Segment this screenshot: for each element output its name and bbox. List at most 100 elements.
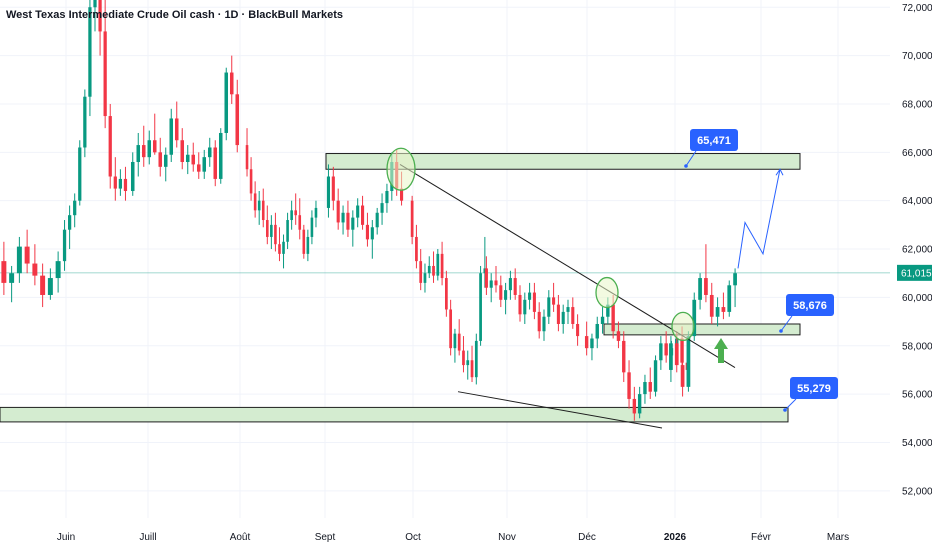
candle-body <box>704 278 708 295</box>
candle-body <box>499 285 503 300</box>
current-price-tag-box <box>897 264 932 281</box>
candle <box>93 0 97 32</box>
candle-body <box>326 176 330 208</box>
candle-body <box>483 268 487 274</box>
trendline-lower-support[interactable] <box>457 391 663 429</box>
candle <box>680 355 685 397</box>
candle-body <box>16 246 22 274</box>
candle-body <box>1 261 7 283</box>
callout-box[interactable] <box>690 129 738 151</box>
candle-body <box>257 200 261 211</box>
candle <box>566 299 570 324</box>
callout-0[interactable]: 65,471 <box>684 129 738 168</box>
zone-breakout[interactable] <box>603 323 801 336</box>
y-tick-label: 58,000 <box>902 341 932 352</box>
y-tick-label: 70,000 <box>902 51 932 62</box>
candle <box>356 198 360 228</box>
candle <box>123 166 128 201</box>
callout-box[interactable] <box>790 377 838 399</box>
candle-body <box>375 212 379 228</box>
candle-body <box>356 205 360 218</box>
candle <box>590 333 594 361</box>
candle-body <box>432 265 435 276</box>
candle <box>98 0 102 56</box>
candle-body <box>9 273 15 283</box>
callout-box[interactable] <box>786 294 834 316</box>
candle <box>270 215 273 250</box>
candle <box>686 331 691 392</box>
x-tick-label: Déc <box>578 532 596 543</box>
candle <box>576 314 580 346</box>
candle-body <box>218 132 223 179</box>
candle-body <box>336 200 340 223</box>
candle-body <box>32 263 38 276</box>
candle-body <box>648 382 652 392</box>
candle-body <box>457 333 461 351</box>
candle-body <box>196 164 201 172</box>
candle <box>67 205 72 250</box>
candle-body <box>698 278 702 300</box>
zones[interactable] <box>0 153 801 423</box>
candle-body <box>261 200 265 221</box>
y-tick-label: 52,000 <box>902 486 932 497</box>
candle-body <box>489 280 493 288</box>
highlight-circle[interactable] <box>386 147 416 191</box>
candle <box>180 128 185 170</box>
candle-body <box>622 340 626 373</box>
candle-body <box>169 118 174 155</box>
candle <box>326 164 330 218</box>
zone-resistance[interactable] <box>325 153 801 170</box>
grid <box>0 0 890 518</box>
candle-body <box>290 210 293 221</box>
candle <box>483 236 487 288</box>
zone-support[interactable] <box>0 406 789 423</box>
candle <box>294 193 297 225</box>
candle <box>385 183 389 213</box>
highlight-circle[interactable] <box>671 311 695 342</box>
candle <box>484 256 488 295</box>
candle-body <box>185 154 190 162</box>
candle <box>542 309 546 341</box>
candle <box>474 333 478 385</box>
candle <box>627 360 631 409</box>
callouts[interactable]: 65,471 58,676 55,279 <box>684 129 838 412</box>
candle-body <box>278 244 281 254</box>
candle-body <box>331 176 335 201</box>
candle <box>185 145 190 175</box>
projection-path[interactable] <box>737 169 781 269</box>
candle-body <box>152 140 157 153</box>
callout-anchor-dot <box>779 329 783 333</box>
callout-1[interactable]: 58,676 <box>779 294 834 333</box>
candle <box>489 273 493 303</box>
candle <box>532 282 536 320</box>
candle-body <box>453 333 457 349</box>
y-tick-label: 56,000 <box>902 390 932 401</box>
candle-body <box>466 360 470 366</box>
candle-body <box>224 72 229 133</box>
highlight-circle[interactable] <box>595 276 619 309</box>
candle-body <box>202 157 207 172</box>
drawings[interactable] <box>386 147 784 429</box>
candle-body <box>504 290 508 300</box>
candle-body <box>659 343 663 361</box>
candle-body <box>561 311 565 324</box>
candle-body <box>67 215 72 230</box>
callout-2[interactable]: 55,279 <box>783 377 838 412</box>
candle-body <box>213 147 218 179</box>
candle <box>444 270 448 317</box>
candle-body <box>83 96 87 148</box>
x-tick-label: 2026 <box>664 532 687 543</box>
candle <box>513 268 517 300</box>
candle <box>78 140 82 206</box>
candle-body <box>537 311 541 332</box>
candle-body <box>721 307 726 312</box>
candle <box>692 292 697 341</box>
x-tick-label: Sept <box>315 532 336 543</box>
candle-body <box>552 297 556 305</box>
arrow-up-shape <box>714 338 728 363</box>
candle-body <box>664 343 668 356</box>
candle-body <box>479 273 482 341</box>
candle <box>470 345 474 383</box>
